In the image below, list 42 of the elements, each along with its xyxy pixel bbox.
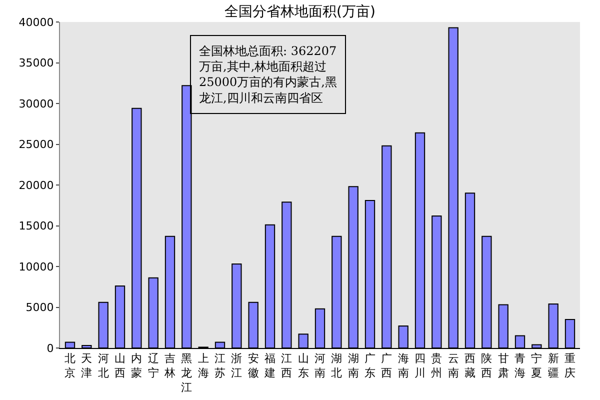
x-tick-label: 云南 [448, 352, 459, 380]
y-tick-label: 20000 [18, 178, 54, 192]
y-tick-label: 0 [46, 342, 54, 355]
x-tick-label: 四川 [414, 352, 426, 380]
annotation: 全国林地总面积: 362207万亩,其中,林地面积超过25000万亩的有内蒙古,黑龙江,四川和云南四省区 [199, 44, 337, 105]
x-tick-label: 广东 [364, 352, 376, 380]
x-tick-label: 湖南 [348, 352, 359, 380]
y-tick-label: 30000 [18, 97, 54, 110]
x-tick-label: 安徽 [248, 352, 259, 380]
chart-title: 全国分省林地面积(万亩) [224, 4, 376, 20]
x-tick-label: 吉林 [164, 352, 176, 380]
x-tick-label: 内蒙 [131, 352, 142, 380]
x-tick-label: 北京 [64, 352, 76, 380]
x-tick-label: 江西 [281, 352, 292, 380]
y-tick-label: 40000 [18, 16, 54, 29]
x-tick-label: 陕西 [481, 352, 492, 380]
x-tick-label: 重庆 [564, 352, 576, 380]
y-tick-label: 5000 [26, 301, 54, 314]
x-tick-label: 贵州 [431, 352, 442, 380]
x-tick-label: 天津 [81, 352, 92, 380]
x-tick-label: 湖北 [331, 352, 342, 380]
x-tick-label: 西藏 [464, 352, 476, 380]
x-tick-label: 广西 [381, 352, 392, 380]
x-tick-label: 青海 [514, 352, 526, 380]
x-tick-label: 河南 [314, 352, 326, 380]
x-tick-label: 新疆 [548, 352, 559, 380]
y-tick-label: 10000 [18, 260, 54, 274]
x-tick-label: 浙江 [231, 352, 242, 380]
x-tick-label: 黑龙江 [181, 352, 192, 394]
x-tick-label: 福建 [264, 352, 276, 380]
x-tick-label: 宁夏 [531, 352, 542, 380]
y-tick-label: 35000 [18, 56, 54, 70]
y-tick-label: 15000 [18, 220, 54, 233]
x-tick-label: 辽宁 [148, 352, 159, 380]
x-tick-label: 海南 [398, 352, 409, 380]
x-tick-label: 山西 [114, 352, 126, 380]
x-tick-label: 江苏 [214, 352, 226, 380]
x-tick-label: 甘肃 [498, 352, 509, 380]
x-tick-label: 上海 [198, 352, 209, 380]
y-tick-label: 25000 [18, 138, 54, 152]
x-tick-label: 河北 [98, 352, 109, 380]
x-tick-label: 山东 [298, 352, 309, 380]
